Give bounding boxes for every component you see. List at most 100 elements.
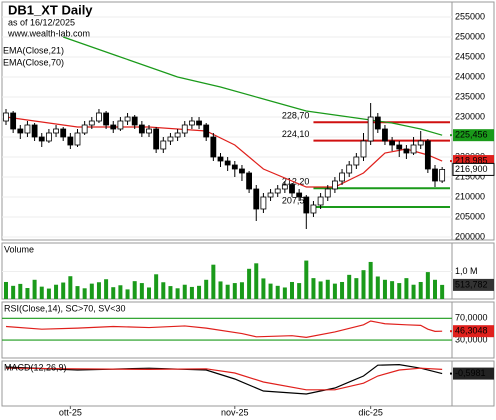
volume-bar	[411, 284, 416, 299]
candle-body	[310, 204, 317, 214]
volume-bar	[375, 276, 380, 299]
volume-bar	[311, 278, 316, 299]
candle-body	[88, 120, 95, 126]
x-tick-label: nov-25	[221, 407, 249, 417]
candle-body	[360, 140, 367, 158]
volume-bar	[368, 261, 373, 299]
panel-title: MACD(12,26,9)	[4, 362, 67, 372]
candle-body	[396, 144, 403, 150]
candle-body	[331, 180, 338, 190]
candle-body	[160, 140, 167, 150]
last-value-label: -0,5981	[455, 368, 486, 378]
volume-bar	[175, 288, 180, 299]
indicator-line	[5, 363, 443, 395]
last-value-box	[453, 129, 494, 142]
volume-bar	[318, 281, 323, 299]
volume-bar	[325, 279, 330, 299]
volume-bar	[268, 283, 273, 299]
candle-body	[274, 188, 281, 194]
volume-bar	[433, 279, 437, 299]
y-tick-label: 230000	[455, 111, 485, 121]
chart-subtitle: as of 16/12/2025	[8, 17, 75, 27]
candle-body	[253, 188, 260, 210]
candle-body	[196, 120, 202, 126]
candle-body	[389, 140, 396, 146]
candle-body	[367, 116, 374, 142]
volume-bar	[89, 283, 94, 299]
y-tick-label: 250000	[455, 31, 485, 41]
volume-bar	[18, 283, 23, 299]
candle-body	[103, 112, 109, 126]
last-value-marker	[450, 330, 452, 333]
candle-body	[303, 196, 310, 214]
volume-bar	[161, 282, 166, 299]
candle-body	[110, 124, 117, 130]
indicator-line	[63, 36, 443, 136]
volume-bar	[425, 272, 430, 299]
volume-bar	[218, 281, 223, 299]
panel	[1, 360, 453, 407]
candle-body	[17, 128, 24, 134]
volume-bar	[397, 283, 402, 299]
volume-bar	[261, 278, 266, 299]
volume-bar	[204, 279, 209, 299]
candle-body	[131, 116, 138, 126]
chart-title: DB1_XT Daily	[8, 2, 93, 17]
candle-body	[96, 112, 102, 122]
volume-bar	[254, 263, 259, 299]
volume-bar	[132, 281, 137, 299]
volume-bar	[354, 278, 359, 299]
volume-bar	[125, 289, 130, 299]
candle-body	[339, 172, 345, 182]
last-value-label: 225,456	[455, 130, 488, 140]
candle-body	[24, 124, 31, 134]
candle-body	[10, 112, 17, 130]
volume-bar	[168, 286, 173, 299]
candle-body	[260, 196, 267, 210]
volume-bar	[297, 283, 302, 299]
last-value-label: 46,3048	[455, 326, 488, 336]
volume-bar	[239, 282, 244, 299]
volume-bar	[404, 278, 409, 299]
candle-body	[81, 124, 88, 134]
candle-body	[203, 124, 210, 138]
candle-body	[146, 128, 152, 134]
y-tick-label: 215000	[455, 171, 485, 181]
candle-body	[138, 124, 145, 134]
candle-body	[281, 184, 288, 190]
candle-body	[167, 136, 174, 142]
volume-bar	[25, 288, 30, 299]
y-tick-label: 205000	[455, 211, 485, 221]
candle-body	[210, 136, 217, 158]
candle-body	[46, 132, 52, 142]
volume-bar	[11, 285, 16, 299]
y-tick-label: 210000	[455, 191, 485, 201]
legend-entry: EMA(Close,70)	[3, 57, 64, 67]
volume-bar	[440, 284, 445, 299]
candle-body	[403, 148, 410, 154]
volume-bar	[282, 287, 287, 299]
volume-bar	[361, 270, 366, 299]
volume-bar	[382, 279, 387, 299]
candle-body	[31, 124, 38, 138]
last-value-label: 216,900	[455, 164, 488, 174]
level-label: 212,20	[282, 177, 310, 187]
x-tick-label: dic-25	[358, 407, 383, 417]
legend-entry: EMA(Close,21)	[3, 45, 64, 55]
volume-bar	[182, 284, 187, 299]
volume-bar	[147, 287, 151, 299]
candle-body	[417, 140, 424, 146]
volume-bar	[54, 284, 59, 299]
candle-body	[60, 128, 67, 138]
volume-bar	[211, 264, 216, 299]
candle-body	[53, 128, 59, 134]
level-label: 224,10	[282, 129, 310, 139]
candle-body	[246, 172, 253, 190]
volume-bar	[139, 283, 144, 299]
chart-source: www.wealth-lab.com	[7, 28, 90, 38]
candle-body	[374, 116, 381, 130]
panel-title: Volume	[4, 244, 34, 254]
axis-area	[451, 1, 495, 241]
candle-body	[217, 156, 224, 162]
volume-bar	[61, 282, 66, 299]
